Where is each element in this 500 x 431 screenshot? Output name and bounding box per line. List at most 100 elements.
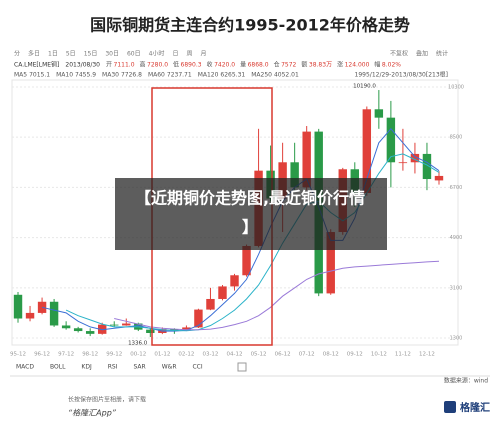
legend-name: MA60	[148, 72, 165, 79]
quote-value: 6868.0	[248, 62, 269, 69]
legend-name: MA30	[102, 72, 119, 79]
toolbar-item: 1日	[48, 51, 58, 58]
candle-body	[362, 109, 372, 193]
candle-body	[25, 312, 35, 319]
y-tick-label: 1300	[450, 336, 463, 342]
quote-date: 2013/08/30	[65, 62, 100, 69]
candle-body	[110, 324, 119, 326]
quote-label: 低	[173, 61, 179, 69]
candle-body	[49, 301, 59, 326]
toolbar-item: 30日	[105, 51, 119, 58]
x-tick-label: 05-12	[251, 352, 267, 358]
legend-value: 7237.71	[167, 72, 192, 79]
x-tick-label: 01-12	[154, 352, 170, 358]
x-tick-label: 99-12	[106, 352, 122, 358]
quote-label: 高	[140, 61, 146, 69]
quote-value: 7280.0	[147, 62, 168, 69]
y-tick-label: 3100	[450, 285, 463, 291]
quote-value: 8.02%	[382, 62, 401, 69]
quote-label: 量	[240, 62, 246, 69]
candle-body	[302, 131, 311, 188]
toolbar-item: 日	[172, 51, 178, 58]
indicator-tab: W&R	[162, 364, 177, 371]
x-tick-label: 04-12	[227, 352, 243, 358]
overlay-band	[115, 178, 387, 250]
candle-body	[182, 327, 191, 331]
x-tick-label: 07-12	[299, 352, 315, 358]
candle-body	[398, 162, 408, 164]
quote-label: 额	[301, 61, 307, 69]
candle-body	[242, 245, 251, 276]
toolbar-item: 15日	[84, 51, 98, 58]
candle-body	[194, 309, 203, 328]
indicator-tab: RSI	[108, 364, 118, 371]
indicator-tab: KDJ	[81, 364, 92, 371]
toolbar-item: 60日	[127, 51, 141, 58]
toolbar-item: 统计	[436, 50, 448, 58]
candle-body	[73, 328, 83, 332]
footer-note: 长按保存图片至相册，请下载	[68, 396, 146, 404]
annotation: 1336.0	[128, 341, 148, 347]
candle-body	[61, 325, 71, 329]
toolbar-item: 不复权	[390, 50, 408, 58]
y-tick-label: 10300	[448, 84, 464, 90]
legend-name: MA5	[14, 72, 27, 79]
candle-body	[230, 275, 239, 287]
y-tick-label: 8500	[450, 135, 463, 141]
footer-app: “格隆汇App”	[68, 409, 117, 418]
y-tick-label: 4900	[450, 235, 463, 241]
toolbar-item: 分	[14, 50, 20, 58]
candle-body	[386, 117, 396, 163]
candle-body	[218, 286, 227, 299]
toolbar-item: 多日	[28, 50, 40, 58]
x-tick-label: 06-12	[275, 352, 291, 358]
overlay-line: 】	[242, 218, 258, 237]
candle-body	[410, 153, 420, 163]
x-tick-label: 03-12	[202, 352, 218, 358]
quote-value: 124.000	[345, 62, 370, 69]
x-tick-label: 97-12	[58, 352, 74, 358]
candle-body	[170, 329, 179, 331]
x-tick-label: 95-12	[10, 352, 26, 358]
legend-name: MA250	[251, 72, 272, 79]
ma-line	[65, 153, 440, 332]
x-tick-label: 00-12	[130, 352, 146, 358]
candle-body	[290, 162, 299, 188]
quote-value: 38.83万	[309, 62, 332, 69]
indicator-tab: BOLL	[50, 364, 66, 371]
toolbar-item: 4小时	[149, 50, 165, 58]
toolbar-item: 月	[200, 51, 206, 58]
quote-label: 涨	[337, 61, 343, 69]
toolbar-item: 叠加	[416, 50, 428, 58]
x-tick-label: 08-12	[323, 352, 339, 358]
toolbar-item: 5日	[66, 51, 76, 58]
indicator-tab: CCI	[192, 364, 202, 371]
toolbar-item: 周	[186, 51, 192, 58]
quote-label: 开	[106, 62, 112, 69]
x-tick-label: 02-12	[178, 352, 194, 358]
quote-label: 收	[207, 61, 213, 69]
legend-value: 6265.31	[220, 72, 245, 79]
y-tick-label: 6700	[450, 185, 463, 191]
tab-add	[237, 362, 247, 372]
legend-value: 4052.01	[274, 72, 299, 79]
quote-value: 7420.0	[214, 62, 235, 69]
x-tick-label: 11-12	[395, 352, 411, 358]
quote-label: 仓	[274, 61, 280, 69]
quote-value: 7572	[281, 62, 296, 69]
candle-body	[374, 109, 384, 118]
quote-value: 7111.0	[114, 62, 135, 69]
candle-body	[37, 301, 47, 313]
legend-value: 7726.8	[121, 72, 142, 79]
x-tick-label: 09-12	[347, 352, 363, 358]
x-tick-label: 12-12	[419, 352, 435, 358]
candle-body	[206, 298, 215, 310]
candle-body	[122, 323, 131, 326]
logo-icon	[444, 401, 456, 413]
quote-value: 6890.3	[181, 62, 202, 69]
candle-body	[13, 294, 23, 319]
legend-value: 7015.1	[29, 72, 50, 79]
indicator-tab: MACD	[16, 364, 34, 371]
page-title: 国际铜期货主连合约1995-2012年价格走势	[90, 16, 410, 35]
